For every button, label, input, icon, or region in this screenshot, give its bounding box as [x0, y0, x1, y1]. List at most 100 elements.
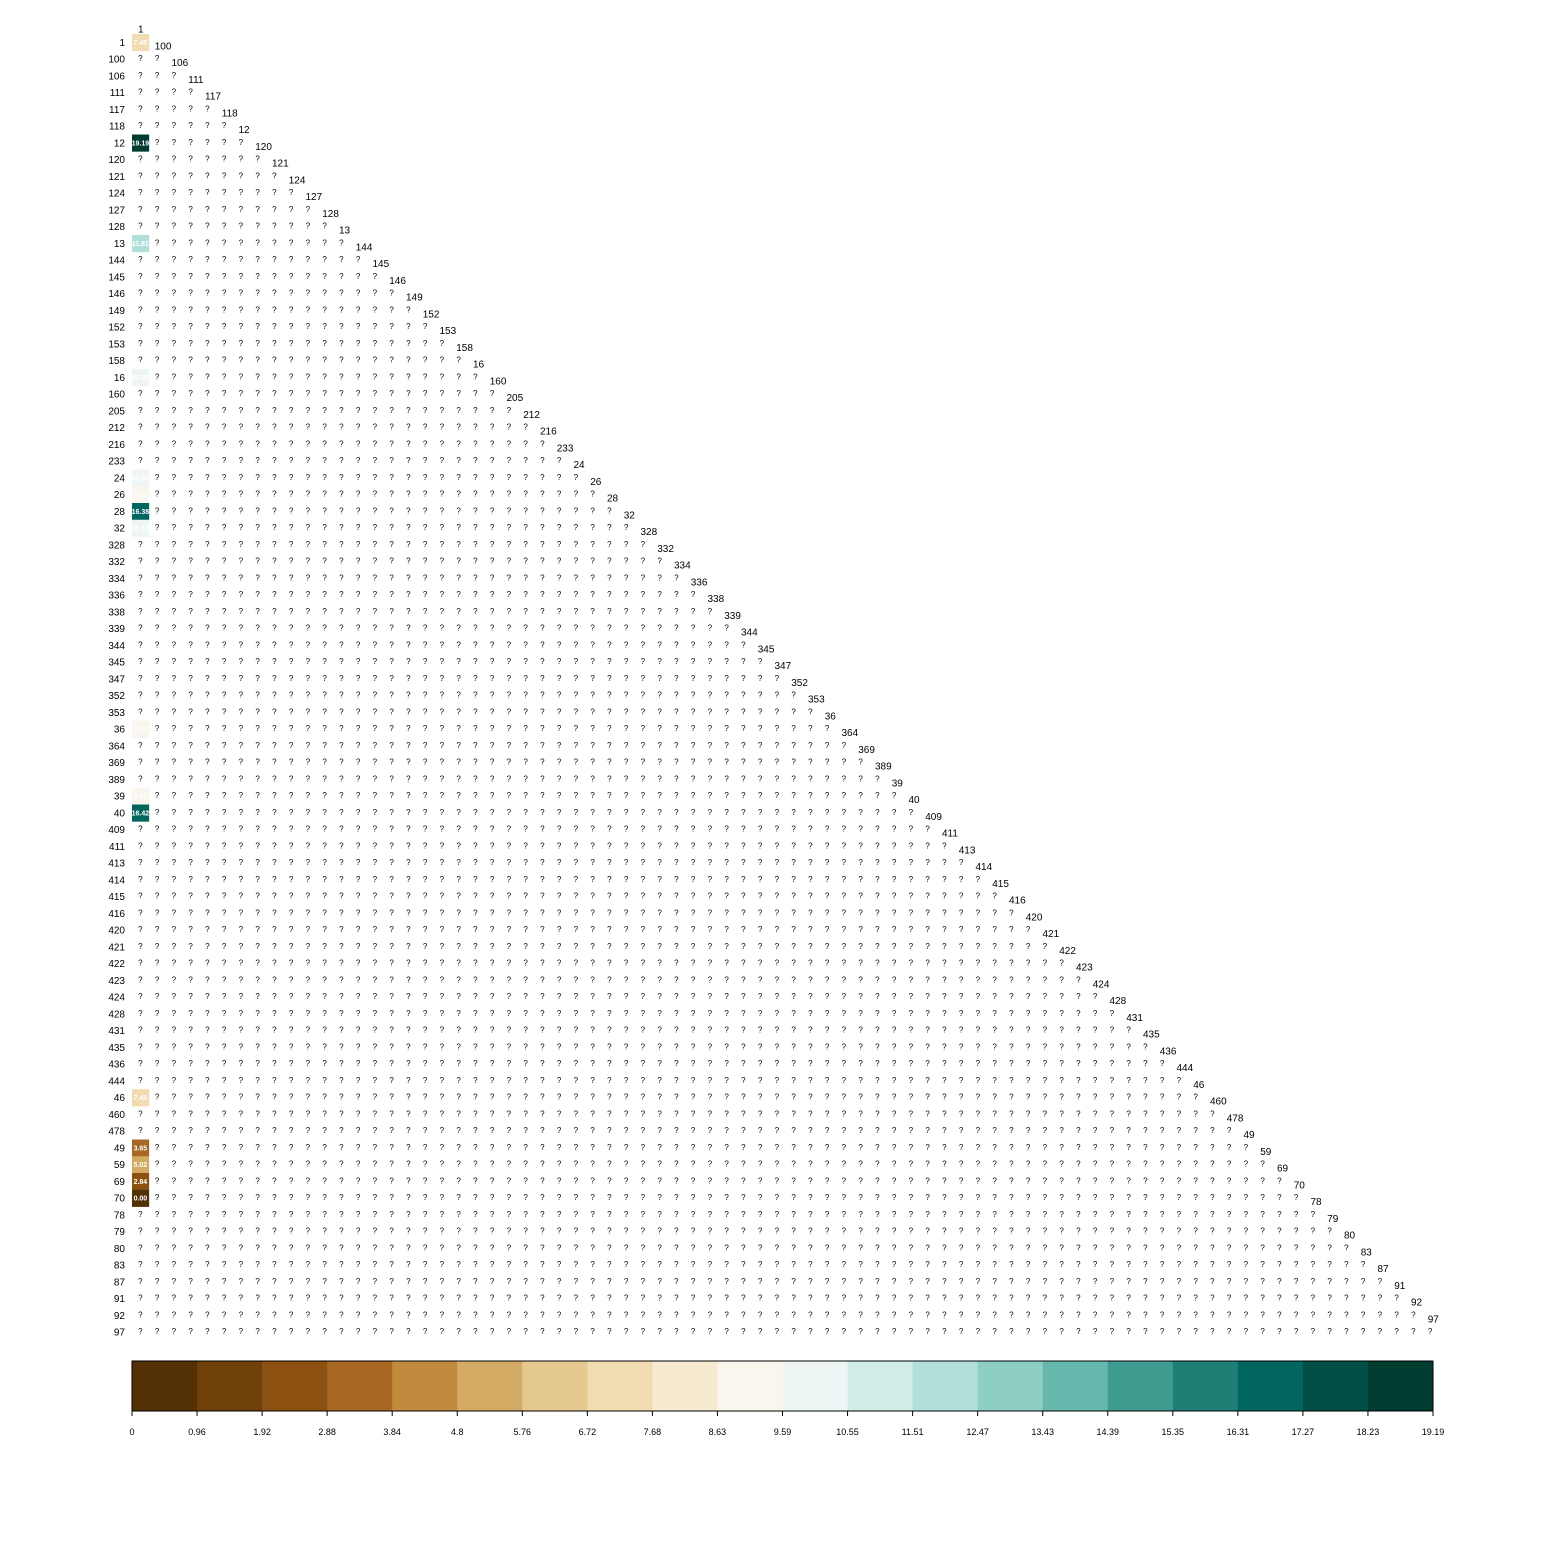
- missing-cell: ?: [356, 456, 361, 465]
- row-label: 12: [114, 138, 126, 149]
- missing-cell: ?: [540, 1059, 545, 1068]
- missing-cell: ?: [373, 557, 378, 566]
- missing-cell: ?: [272, 406, 277, 415]
- missing-cell: ?: [691, 758, 696, 767]
- missing-cell: ?: [222, 691, 227, 700]
- missing-cell: ?: [724, 808, 729, 817]
- missing-cell: ?: [775, 1093, 780, 1102]
- row-label: 120: [108, 155, 125, 166]
- missing-cell: ?: [389, 892, 394, 901]
- missing-cell: ?: [607, 858, 612, 867]
- missing-cell: ?: [758, 1042, 763, 1051]
- missing-cell: ?: [892, 1193, 897, 1202]
- missing-cell: ?: [473, 1327, 478, 1336]
- missing-cell: ?: [440, 707, 445, 716]
- missing-cell: ?: [691, 674, 696, 683]
- missing-cell: ?: [1110, 1126, 1115, 1135]
- missing-cell: ?: [992, 1193, 997, 1202]
- missing-cell: ?: [222, 875, 227, 884]
- missing-cell: ?: [406, 992, 411, 1001]
- missing-cell: ?: [155, 925, 160, 934]
- missing-cell: ?: [708, 1009, 713, 1018]
- missing-cell: ?: [1009, 1294, 1014, 1303]
- missing-cell: ?: [188, 356, 193, 365]
- missing-cell: ?: [942, 1160, 947, 1169]
- missing-cell: ?: [423, 707, 428, 716]
- missing-cell: ?: [188, 1009, 193, 1018]
- missing-cell: ?: [758, 774, 763, 783]
- missing-cell: ?: [842, 741, 847, 750]
- missing-cell: ?: [222, 724, 227, 733]
- missing-cell: ?: [138, 322, 143, 331]
- missing-cell: ?: [523, 942, 528, 951]
- missing-cell: ?: [255, 1227, 260, 1236]
- row-label: 336: [108, 591, 125, 602]
- missing-cell: ?: [255, 456, 260, 465]
- missing-cell: ?: [322, 691, 327, 700]
- missing-cell: ?: [339, 741, 344, 750]
- missing-cell: ?: [523, 557, 528, 566]
- missing-cell: ?: [1361, 1277, 1366, 1286]
- missing-cell: ?: [1009, 942, 1014, 951]
- missing-cell: ?: [540, 1143, 545, 1152]
- missing-cell: ?: [1026, 1076, 1031, 1085]
- missing-cell: ?: [406, 674, 411, 683]
- missing-cell: ?: [825, 908, 830, 917]
- missing-cell: ?: [540, 691, 545, 700]
- missing-cell: ?: [440, 1227, 445, 1236]
- missing-cell: ?: [1009, 975, 1014, 984]
- missing-cell: ?: [1327, 1294, 1332, 1303]
- missing-cell: ?: [641, 1227, 646, 1236]
- row-label: 36: [114, 725, 126, 736]
- missing-cell: ?: [1059, 1042, 1064, 1051]
- missing-cell: ?: [373, 1294, 378, 1303]
- missing-cell: ?: [306, 1193, 311, 1202]
- column-label: 422: [1059, 946, 1076, 957]
- missing-cell: ?: [289, 1093, 294, 1102]
- missing-cell: ?: [574, 959, 579, 968]
- missing-cell: ?: [306, 925, 311, 934]
- missing-cell: ?: [657, 1210, 662, 1219]
- missing-cell: ?: [1026, 1243, 1031, 1252]
- missing-cell: ?: [1126, 1227, 1131, 1236]
- missing-cell: ?: [607, 506, 612, 515]
- missing-cell: ?: [1009, 1193, 1014, 1202]
- missing-cell: ?: [306, 1109, 311, 1118]
- missing-cell: ?: [339, 356, 344, 365]
- missing-cell: ?: [523, 523, 528, 532]
- missing-cell: ?: [1009, 1327, 1014, 1336]
- missing-cell: ?: [440, 1042, 445, 1051]
- missing-cell: ?: [557, 674, 562, 683]
- missing-cell: ?: [641, 1126, 646, 1135]
- missing-cell: ?: [373, 657, 378, 666]
- missing-cell: ?: [389, 1009, 394, 1018]
- column-label: 79: [1327, 1214, 1339, 1225]
- missing-cell: ?: [540, 624, 545, 633]
- missing-cell: ?: [1428, 1327, 1433, 1336]
- missing-cell: ?: [155, 322, 160, 331]
- missing-cell: ?: [155, 1243, 160, 1252]
- cell-value-label: 19.19: [132, 140, 150, 147]
- missing-cell: ?: [423, 322, 428, 331]
- missing-cell: ?: [674, 573, 679, 582]
- missing-cell: ?: [607, 1176, 612, 1185]
- missing-cell: ?: [339, 506, 344, 515]
- missing-cell: ?: [657, 674, 662, 683]
- missing-cell: ?: [272, 590, 277, 599]
- missing-cell: ?: [1093, 1243, 1098, 1252]
- missing-cell: ?: [942, 1176, 947, 1185]
- missing-cell: ?: [507, 523, 512, 532]
- missing-cell: ?: [590, 1009, 595, 1018]
- missing-cell: ?: [339, 841, 344, 850]
- missing-cell: ?: [389, 339, 394, 348]
- missing-cell: ?: [507, 841, 512, 850]
- missing-cell: ?: [1059, 959, 1064, 968]
- missing-cell: ?: [456, 356, 461, 365]
- missing-cell: ?: [691, 1243, 696, 1252]
- missing-cell: ?: [239, 506, 244, 515]
- missing-cell: ?: [942, 1260, 947, 1269]
- missing-cell: ?: [205, 473, 210, 482]
- missing-cell: ?: [272, 456, 277, 465]
- missing-cell: ?: [942, 1210, 947, 1219]
